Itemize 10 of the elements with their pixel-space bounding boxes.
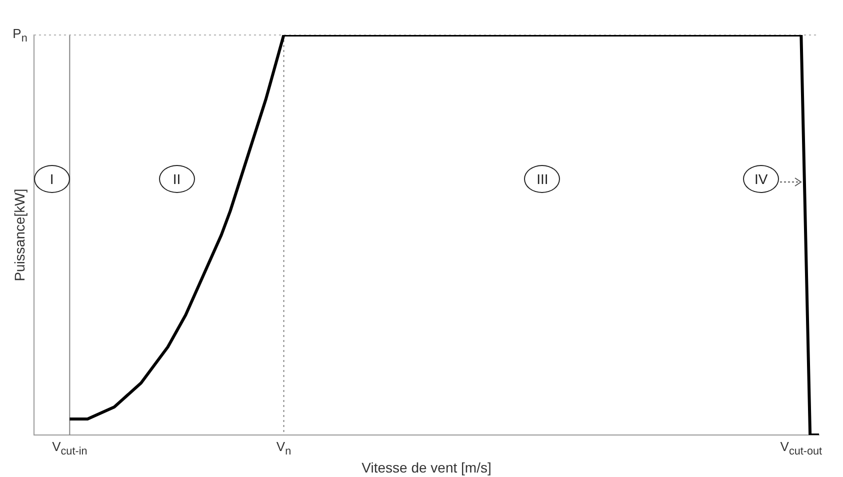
ref-line-label: P$_{n}$ [12, 26, 28, 45]
annotation: I [34, 164, 70, 193]
annotation: II [158, 164, 195, 193]
x-tick-label: V$_{cut-in}$ [52, 439, 88, 458]
x-axis-title: Vitesse de vent [m/s] [362, 459, 492, 476]
y-axis-title: Puissance[kW] [11, 188, 28, 282]
x-tick-label: V$_{n}$ [276, 439, 292, 458]
annotation: III [524, 164, 560, 193]
annotation: IV [743, 164, 780, 193]
x-tick-label: V$_{cut-out}$ [780, 439, 822, 458]
